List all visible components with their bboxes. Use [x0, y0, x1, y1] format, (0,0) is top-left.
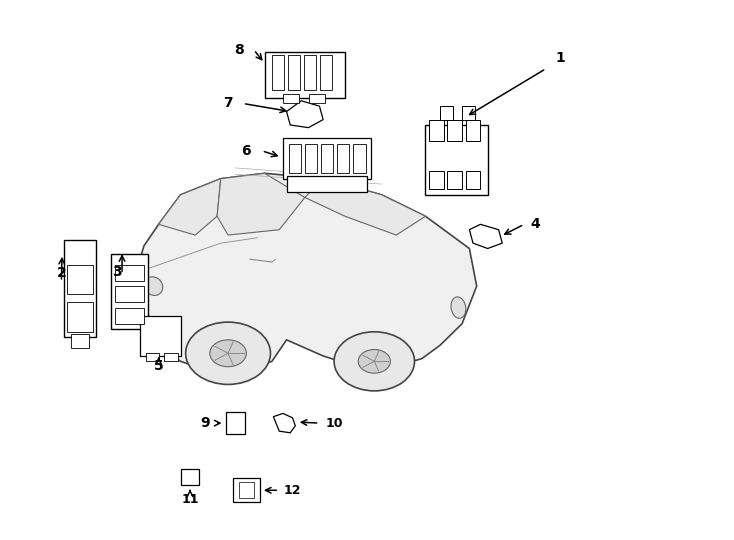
Text: 12: 12: [283, 484, 301, 497]
Text: 6: 6: [241, 144, 251, 158]
Bar: [288, 144, 301, 173]
Bar: [448, 171, 462, 190]
Bar: [115, 286, 144, 302]
Bar: [265, 52, 345, 98]
Circle shape: [334, 332, 415, 391]
Bar: [68, 265, 92, 294]
Bar: [465, 119, 480, 141]
Bar: [429, 119, 444, 141]
Bar: [140, 316, 181, 356]
Text: 2: 2: [57, 266, 66, 280]
Bar: [353, 144, 366, 173]
Bar: [272, 55, 283, 90]
Bar: [337, 144, 349, 173]
Polygon shape: [305, 179, 426, 235]
Text: 4: 4: [530, 217, 540, 231]
Bar: [304, 55, 316, 90]
Circle shape: [358, 349, 390, 373]
Bar: [68, 302, 92, 332]
Polygon shape: [217, 173, 305, 235]
Bar: [308, 94, 324, 104]
Text: 9: 9: [200, 416, 209, 430]
Bar: [440, 106, 454, 119]
Bar: [286, 176, 367, 192]
Bar: [64, 240, 96, 337]
Bar: [426, 125, 487, 195]
Bar: [146, 353, 159, 361]
Text: 8: 8: [234, 43, 244, 57]
Polygon shape: [137, 173, 476, 377]
Text: 1: 1: [556, 51, 566, 65]
Bar: [233, 478, 260, 502]
Text: 5: 5: [153, 359, 164, 373]
Ellipse shape: [451, 297, 466, 318]
Bar: [288, 55, 299, 90]
Text: 11: 11: [181, 494, 199, 507]
Bar: [320, 55, 332, 90]
Text: 10: 10: [325, 416, 343, 430]
Bar: [283, 94, 299, 104]
Ellipse shape: [144, 277, 163, 295]
Polygon shape: [159, 179, 221, 235]
Text: 7: 7: [223, 97, 233, 111]
Bar: [448, 119, 462, 141]
Bar: [239, 482, 254, 498]
Bar: [429, 171, 444, 190]
Bar: [115, 308, 144, 323]
Circle shape: [186, 322, 270, 384]
Bar: [321, 144, 333, 173]
Text: 3: 3: [112, 265, 122, 279]
Bar: [115, 265, 144, 281]
Bar: [71, 334, 89, 348]
Polygon shape: [273, 414, 295, 433]
Bar: [181, 469, 199, 485]
Polygon shape: [286, 101, 323, 127]
Bar: [462, 106, 475, 119]
Circle shape: [210, 340, 247, 367]
Polygon shape: [469, 224, 502, 248]
Bar: [305, 144, 317, 173]
Bar: [465, 171, 480, 190]
Bar: [226, 413, 245, 434]
Bar: [283, 138, 371, 179]
Bar: [111, 254, 148, 329]
Bar: [164, 353, 178, 361]
